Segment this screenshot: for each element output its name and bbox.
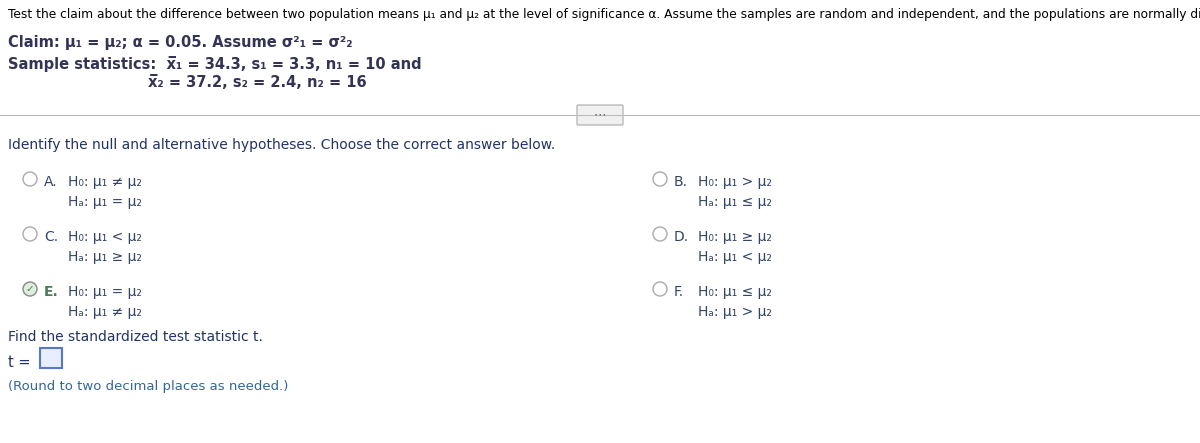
Text: A.: A. — [44, 175, 58, 189]
Text: H₀: μ₁ ≠ μ₂: H₀: μ₁ ≠ μ₂ — [68, 175, 142, 189]
Text: H₀: μ₁ < μ₂: H₀: μ₁ < μ₂ — [68, 230, 142, 244]
Text: B.: B. — [674, 175, 688, 189]
Circle shape — [653, 172, 667, 186]
Circle shape — [653, 282, 667, 296]
Circle shape — [23, 282, 37, 296]
Text: H₀: μ₁ ≤ μ₂: H₀: μ₁ ≤ μ₂ — [698, 285, 772, 299]
Text: Find the standardized test statistic t.: Find the standardized test statistic t. — [8, 330, 263, 344]
Text: Hₐ: μ₁ = μ₂: Hₐ: μ₁ = μ₂ — [68, 195, 142, 209]
Text: Hₐ: μ₁ < μ₂: Hₐ: μ₁ < μ₂ — [698, 250, 772, 264]
Text: Identify the null and alternative hypotheses. Choose the correct answer below.: Identify the null and alternative hypoth… — [8, 138, 556, 152]
Text: ✓: ✓ — [25, 284, 35, 294]
Circle shape — [23, 227, 37, 241]
Text: t =: t = — [8, 355, 30, 370]
Text: Hₐ: μ₁ ≤ μ₂: Hₐ: μ₁ ≤ μ₂ — [698, 195, 772, 209]
Text: Hₐ: μ₁ ≠ μ₂: Hₐ: μ₁ ≠ μ₂ — [68, 305, 142, 319]
Text: H₀: μ₁ = μ₂: H₀: μ₁ = μ₂ — [68, 285, 142, 299]
FancyBboxPatch shape — [40, 348, 62, 368]
Circle shape — [653, 227, 667, 241]
Text: Test the claim about the difference between two population means μ₁ and μ₂ at th: Test the claim about the difference betw… — [8, 8, 1200, 21]
Text: (Round to two decimal places as needed.): (Round to two decimal places as needed.) — [8, 380, 288, 393]
Text: D.: D. — [674, 230, 689, 244]
FancyBboxPatch shape — [577, 105, 623, 125]
Text: H₀: μ₁ ≥ μ₂: H₀: μ₁ ≥ μ₂ — [698, 230, 772, 244]
Text: Hₐ: μ₁ ≥ μ₂: Hₐ: μ₁ ≥ μ₂ — [68, 250, 142, 264]
Circle shape — [23, 172, 37, 186]
Text: Claim: μ₁ = μ₂; α = 0.05. Assume σ²₁ = σ²₂: Claim: μ₁ = μ₂; α = 0.05. Assume σ²₁ = σ… — [8, 35, 353, 50]
Text: F.: F. — [674, 285, 684, 299]
Text: C.: C. — [44, 230, 58, 244]
Text: ⋯: ⋯ — [594, 109, 606, 121]
Text: Sample statistics:  x̅₁ = 34.3, s₁ = 3.3, n₁ = 10 and: Sample statistics: x̅₁ = 34.3, s₁ = 3.3,… — [8, 56, 421, 72]
Text: H₀: μ₁ > μ₂: H₀: μ₁ > μ₂ — [698, 175, 772, 189]
Text: x̅₂ = 37.2, s₂ = 2.4, n₂ = 16: x̅₂ = 37.2, s₂ = 2.4, n₂ = 16 — [148, 75, 367, 90]
Text: E.: E. — [44, 285, 59, 299]
Text: Hₐ: μ₁ > μ₂: Hₐ: μ₁ > μ₂ — [698, 305, 772, 319]
